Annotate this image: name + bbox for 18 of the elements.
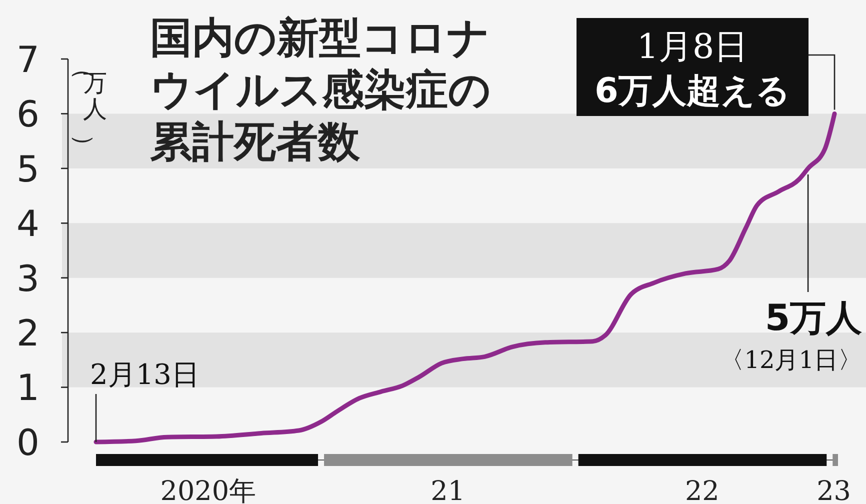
annotation: 〈12月1日〉 bbox=[720, 346, 862, 374]
y-tick-label: 7 bbox=[16, 40, 40, 81]
y-tick-label: 3 bbox=[16, 258, 40, 300]
x-tick-label: 2020年 bbox=[160, 476, 256, 504]
y-tick-label: 5 bbox=[16, 149, 40, 190]
x-tick-label: 21 bbox=[430, 476, 466, 504]
y-tick-label: 2 bbox=[16, 314, 40, 355]
y-tick-label: 1 bbox=[16, 368, 40, 410]
x-tick-label: 23 bbox=[816, 476, 851, 504]
annotation: 5万人 bbox=[764, 298, 862, 339]
y-tick-label: 4 bbox=[16, 204, 40, 246]
y-tick-label: 6 bbox=[16, 94, 40, 136]
y-tick-label: 0 bbox=[16, 422, 40, 464]
annotation: 6万人超える bbox=[594, 71, 790, 111]
x-tick-label: 22 bbox=[684, 476, 720, 504]
annotation: 1月8日 bbox=[636, 27, 748, 67]
chart-title: 国内の新型コロナウイルス感染症の累計死者数 bbox=[150, 13, 491, 166]
annotation: 2月13日 bbox=[90, 358, 200, 391]
